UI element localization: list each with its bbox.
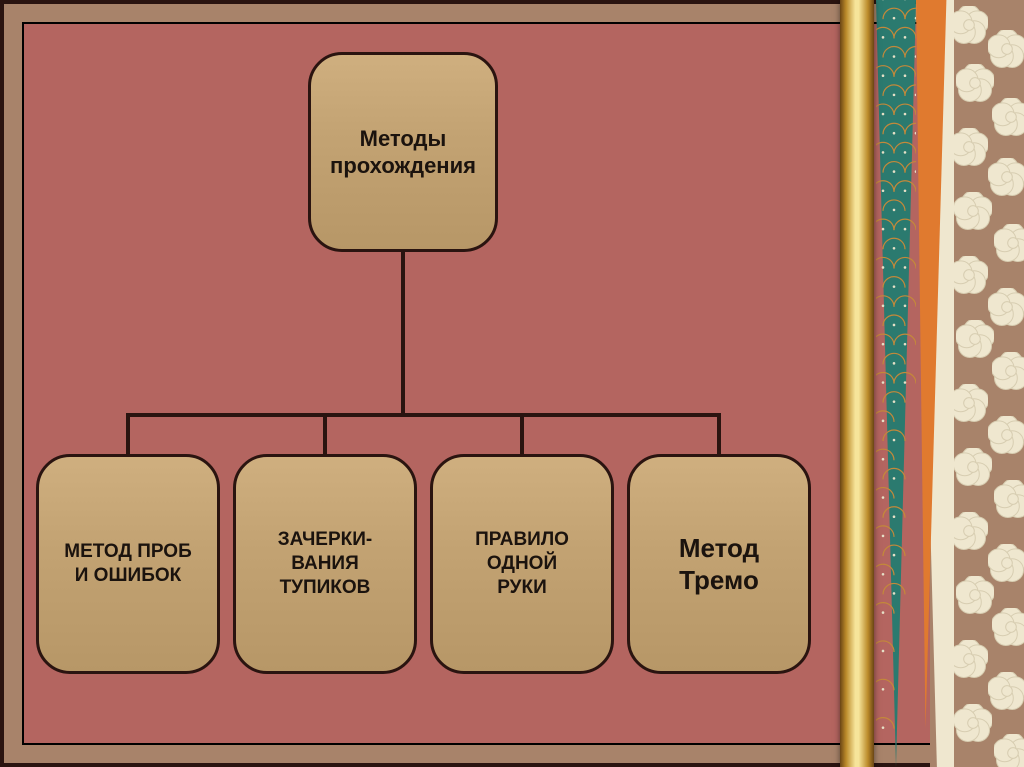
root-node: Методы прохождения bbox=[308, 52, 498, 252]
child-node-2: ПРАВИЛО ОДНОЙ РУКИ bbox=[430, 454, 614, 674]
child-node-1: ЗАЧЕРКИ- ВАНИЯ ТУПИКОВ bbox=[233, 454, 417, 674]
slide-stage: Методы прохождения МЕТОД ПРОБ И ОШИБОК ЗАЧ… bbox=[0, 0, 1024, 767]
child-node-3: Метод Тремо bbox=[627, 454, 811, 674]
child-node-2-label: ПРАВИЛО ОДНОЙ РУКИ bbox=[475, 528, 569, 599]
child-node-0: МЕТОД ПРОБ И ОШИБОК bbox=[36, 454, 220, 674]
child-node-3-label: Метод Тремо bbox=[679, 532, 759, 597]
child-node-1-label: ЗАЧЕРКИ- ВАНИЯ ТУПИКОВ bbox=[278, 528, 372, 599]
child-node-0-label: МЕТОД ПРОБ И ОШИБОК bbox=[64, 540, 192, 588]
root-node-label: Методы прохождения bbox=[330, 125, 476, 180]
